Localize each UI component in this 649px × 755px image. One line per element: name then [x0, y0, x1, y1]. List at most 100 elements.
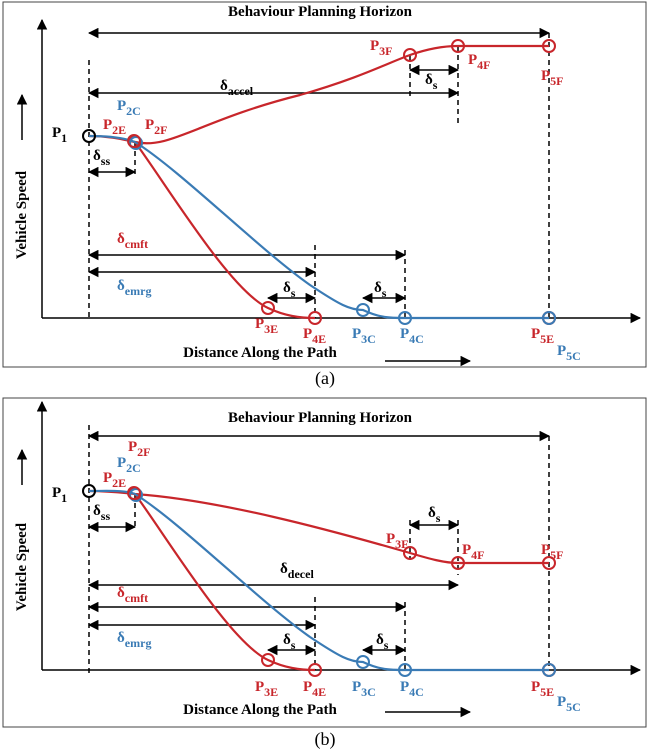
- point-label: δs: [428, 505, 441, 525]
- label-sub: 4C: [409, 332, 424, 346]
- label-main: P: [145, 117, 154, 133]
- point-label: δemrg: [117, 278, 151, 298]
- label-sub: 3E: [264, 685, 278, 699]
- label-sub: accel: [228, 84, 254, 98]
- label-main: P: [255, 316, 264, 332]
- label-sub: 2F: [154, 123, 167, 137]
- label-sub: emrg: [125, 636, 152, 650]
- point-label: P3F: [386, 531, 409, 551]
- label-sub: s: [291, 286, 296, 300]
- point-label: δs: [376, 632, 389, 652]
- caption: (a): [315, 368, 335, 389]
- label-sub: 3E: [264, 322, 278, 336]
- point-label: P5C: [557, 694, 581, 714]
- point-label: P3C: [352, 326, 376, 346]
- point-label: δss: [93, 503, 110, 523]
- label-main: P: [386, 531, 395, 547]
- point-label: P5E: [531, 679, 554, 699]
- speed-profile: [88, 489, 549, 672]
- label-main: δ: [280, 561, 288, 577]
- horizon-label: Behaviour Planning Horizon: [228, 410, 413, 426]
- point-label: P3F: [370, 38, 393, 58]
- waypoint: [127, 134, 141, 148]
- label-main: P: [541, 542, 550, 558]
- waypoint: [542, 556, 556, 570]
- waypoint: [127, 486, 141, 500]
- point-label: P4C: [400, 326, 424, 346]
- waypoint: [356, 655, 370, 669]
- label-sub: 5C: [566, 700, 581, 714]
- label-sub: s: [291, 638, 296, 652]
- waypoint: [129, 136, 143, 150]
- point-label: δs: [283, 632, 296, 652]
- label-sub: 5E: [540, 685, 554, 699]
- point-label: P2F: [145, 117, 168, 137]
- label-main: δ: [117, 278, 125, 294]
- speed-profile: [134, 141, 316, 320]
- label-sub: 3C: [361, 332, 376, 346]
- point-label: δemrg: [117, 630, 151, 650]
- label-sub: 4F: [477, 58, 490, 72]
- label-sub: 5F: [550, 548, 563, 562]
- horizon-label: Behaviour Planning Horizon: [228, 4, 413, 20]
- label-sub: 3C: [361, 685, 376, 699]
- label-main: P: [462, 542, 471, 558]
- speed-profile: [134, 493, 316, 672]
- x-axis-label: Distance Along the Path: [183, 702, 337, 718]
- label-main: P: [400, 326, 409, 342]
- point-label: P2C: [117, 455, 141, 475]
- label-main: P: [52, 125, 61, 141]
- label-sub: s: [382, 286, 387, 300]
- point-label: P5F: [541, 542, 564, 562]
- waypoint: [451, 39, 465, 53]
- label-sub: ss: [101, 154, 111, 168]
- y-axis-label: Vehicle Speed: [14, 522, 30, 611]
- label-main: P: [352, 679, 361, 695]
- label-main: P: [468, 52, 477, 68]
- point-label: P2F: [128, 439, 151, 459]
- label-sub: 1: [61, 131, 67, 145]
- label-sub: 4E: [312, 332, 326, 346]
- label-main: δ: [374, 280, 382, 296]
- panel-frame: [2, 1, 647, 368]
- label-sub: cmft: [125, 237, 148, 251]
- label-sub: 2F: [137, 445, 150, 459]
- label-sub: emrg: [125, 284, 152, 298]
- point-label: P4C: [400, 679, 424, 699]
- waypoint: [403, 48, 417, 62]
- label-sub: cmft: [125, 591, 148, 605]
- point-label: P5C: [557, 343, 581, 363]
- label-main: P: [400, 679, 409, 695]
- label-main: P: [103, 117, 112, 133]
- waypoint: [129, 488, 143, 502]
- label-sub: 1: [61, 491, 67, 505]
- waypoint: [403, 546, 417, 560]
- label-sub: ss: [101, 509, 111, 523]
- label-main: δ: [117, 630, 125, 646]
- point-label: δcmft: [117, 231, 148, 251]
- label-sub: s: [384, 638, 389, 652]
- label-main: δ: [283, 632, 291, 648]
- waypoint: [82, 484, 96, 498]
- speed-profile: [88, 489, 549, 565]
- label-sub: 3F: [379, 44, 392, 58]
- label-main: P: [255, 679, 264, 695]
- waypoint: [398, 663, 412, 677]
- label-sub: 3F: [395, 537, 408, 551]
- point-label: δs: [425, 72, 438, 92]
- point-label: δs: [283, 280, 296, 300]
- label-sub: 2E: [112, 123, 126, 137]
- label-main: P: [352, 326, 361, 342]
- label-sub: 2E: [112, 476, 126, 490]
- label-main: P: [103, 470, 112, 486]
- label-main: P: [52, 485, 61, 501]
- point-label: P2C: [117, 98, 141, 118]
- waypoint: [308, 663, 322, 677]
- x-axis-label: Distance Along the Path: [183, 345, 337, 361]
- label-sub: 4E: [312, 685, 326, 699]
- waypoint: [398, 311, 412, 325]
- label-main: P: [303, 326, 312, 342]
- point-label: P4F: [468, 52, 491, 72]
- label-main: P: [557, 343, 566, 359]
